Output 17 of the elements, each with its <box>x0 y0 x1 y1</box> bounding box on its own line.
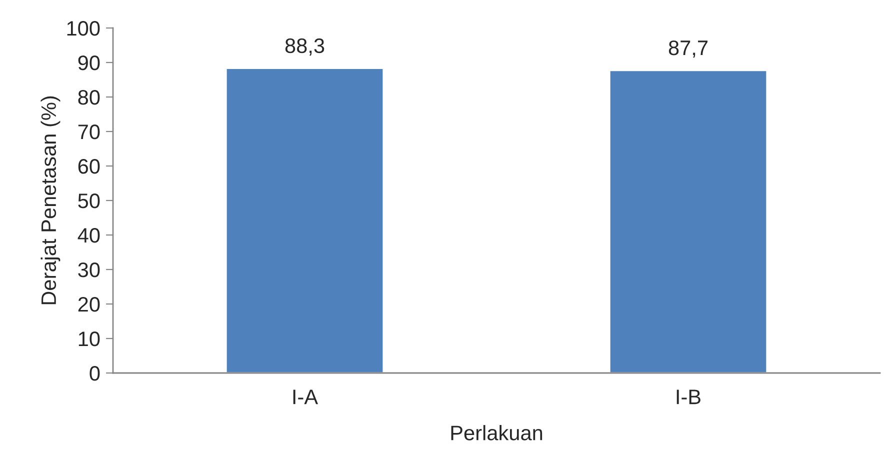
y-tick-label: 50 <box>78 194 100 208</box>
x-tick-label: I-A <box>293 390 318 404</box>
y-tick-label: 70 <box>78 124 100 140</box>
y-tick-label: 40 <box>78 228 100 243</box>
data-label: 88,3 <box>285 38 324 56</box>
y-axis-title: Derajat Penetasan (%) <box>40 96 60 304</box>
x-tick-label: I-B <box>676 390 700 404</box>
y-tick-label: 10 <box>78 332 100 346</box>
y-tick-label: 60 <box>78 159 100 174</box>
x-axis-title: Perlakuan <box>451 425 542 440</box>
y-tick-label: 0 <box>90 366 100 381</box>
y-tick-label: 20 <box>78 297 100 312</box>
y-tick-label: 100 <box>67 21 100 36</box>
data-label: 87,7 <box>668 40 708 58</box>
y-tick-label: 30 <box>78 262 100 278</box>
y-tick-label: 90 <box>78 56 100 70</box>
y-tick-label: 80 <box>78 90 100 105</box>
